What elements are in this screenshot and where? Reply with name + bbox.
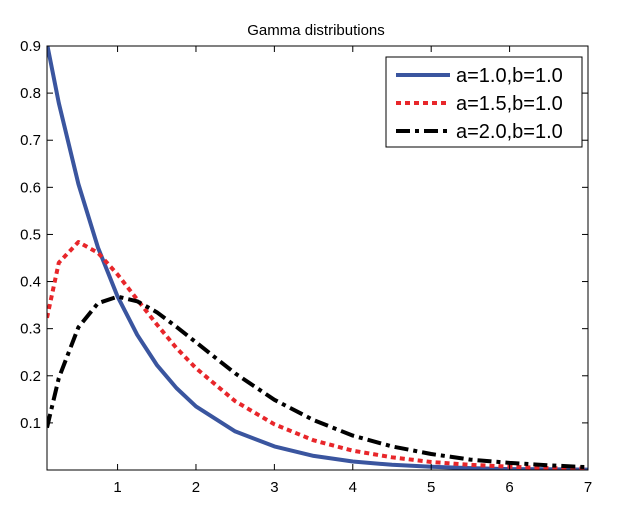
y-tick-label: 0.8 [20, 85, 41, 102]
x-tick-label: 1 [113, 479, 121, 496]
y-tick-label: 0.3 [20, 321, 41, 338]
series-line-1 [47, 46, 588, 470]
y-tick-label: 0.9 [20, 38, 41, 55]
chart-title: Gamma distributions [247, 22, 385, 39]
x-tick-label: 3 [270, 479, 278, 496]
axes-box [46, 45, 589, 471]
series-line-3 [47, 294, 588, 470]
series-line-2 [47, 240, 588, 470]
ticks-layer: 1 2 3 4 5 6 7 0.1 0.2 0.3 0.4 0.5 0.6 0.7 0.8 0.9 [20, 38, 592, 496]
legend: a=1.0,b=1.0 a=1.5,b=1.0 a=2.0,b=1.0 [385, 56, 583, 148]
legend-label: a=2.0,b=1.0 [456, 121, 563, 143]
x-tick-label: 4 [349, 479, 357, 496]
legend-label: a=1.0,b=1.0 [456, 65, 563, 87]
x-tick-label: 7 [584, 479, 592, 496]
y-tick-label: 0.5 [20, 226, 41, 243]
y-tick-label: 0.4 [20, 274, 41, 291]
y-tick-label: 0.2 [20, 368, 41, 385]
x-tick-label: 6 [505, 479, 513, 496]
y-tick-label: 0.6 [20, 179, 41, 196]
y-tick-label: 0.1 [20, 415, 41, 432]
legend-label: a=1.5,b=1.0 [456, 93, 563, 115]
y-tick-label: 0.7 [20, 132, 41, 149]
x-tick-label: 5 [427, 479, 435, 496]
series-layer [47, 46, 588, 470]
x-tick-label: 2 [192, 479, 200, 496]
